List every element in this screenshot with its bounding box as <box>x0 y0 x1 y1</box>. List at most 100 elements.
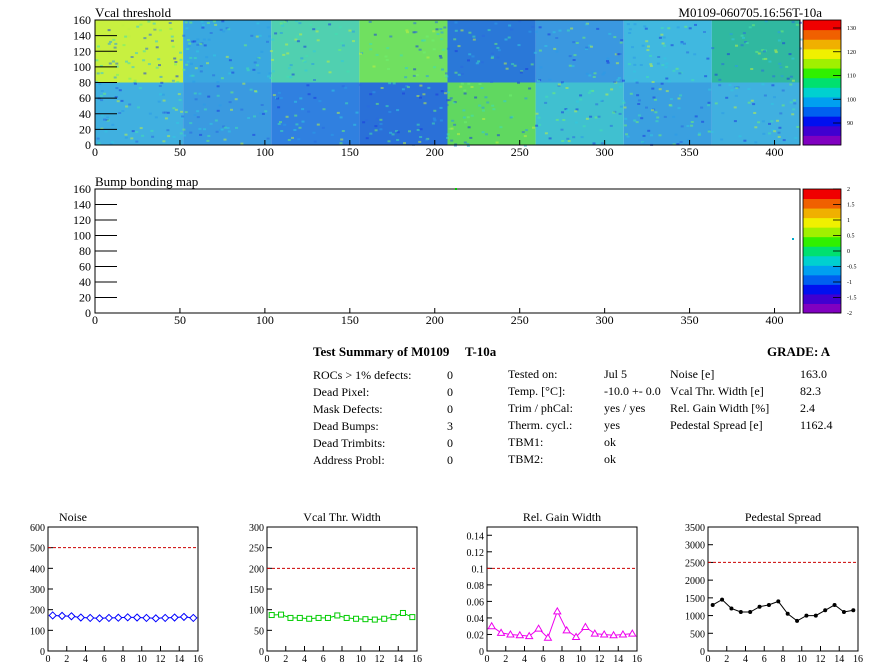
pixel-speckle <box>189 131 193 134</box>
pixel-speckle <box>606 57 610 60</box>
pixel-speckle <box>137 106 140 109</box>
pixel-speckle <box>555 50 559 53</box>
pixel-speckle <box>491 55 495 58</box>
pixel-speckle <box>667 80 671 83</box>
pixel-speckle <box>562 119 566 121</box>
y-tick-label: 0.06 <box>467 597 485 608</box>
pixel-speckle <box>781 104 785 107</box>
pixel-speckle <box>121 24 125 27</box>
pixel-speckle <box>503 62 507 65</box>
pixel-speckle <box>100 127 104 130</box>
pixel-speckle <box>228 59 232 62</box>
pixel-speckle <box>97 142 101 145</box>
pixel-speckle <box>305 55 309 58</box>
pixel-speckle <box>108 62 112 65</box>
pixel-speckle <box>101 114 104 117</box>
palette-tick-label: 0.5 <box>847 234 855 240</box>
pixel-speckle <box>660 27 664 30</box>
palette-band <box>803 265 841 276</box>
pixel-speckle <box>599 129 603 132</box>
pixel-speckle <box>457 45 461 48</box>
pixel-speckle <box>341 130 345 132</box>
pixel-speckle <box>228 72 232 75</box>
pixel-speckle <box>436 33 440 35</box>
pixel-speckle <box>202 103 206 106</box>
pixel-speckle <box>175 75 179 78</box>
pixel-speckle <box>426 56 430 59</box>
pixel-speckle <box>200 20 204 23</box>
y-tick-label: 3500 <box>685 523 705 534</box>
pixel-speckle <box>503 100 507 103</box>
pixel-speckle <box>449 97 453 100</box>
map1-x-axis: 0 50 100 150 200 250 300 350 400 <box>92 140 784 159</box>
pixel-speckle <box>295 35 299 38</box>
pixel-speckle <box>389 131 393 134</box>
y-tick-label: 2000 <box>685 576 705 587</box>
pixel-speckle <box>523 135 527 138</box>
pixel-speckle <box>553 47 557 50</box>
pixel-speckle <box>762 132 766 135</box>
pixel-speckle <box>642 141 646 144</box>
roc-block <box>359 20 448 83</box>
x-tick-label: 8 <box>560 654 565 665</box>
pixel-speckle <box>468 31 472 34</box>
pixel-speckle <box>459 85 463 88</box>
pixel-speckle <box>619 105 623 108</box>
x-tick-label: 6 <box>541 654 546 665</box>
pixel-speckle <box>566 29 570 32</box>
pixel-speckle <box>497 49 501 52</box>
data-point <box>776 599 781 604</box>
pixel-speckle <box>642 134 646 137</box>
data-point <box>371 616 378 623</box>
pixel-speckle <box>544 45 548 47</box>
pixel-speckle <box>249 88 253 91</box>
pixel-speckle <box>151 135 155 138</box>
y-tick-label: 2500 <box>685 558 705 569</box>
pixel-speckle <box>651 87 655 90</box>
pixel-speckle <box>718 78 722 81</box>
pixel-speckle <box>298 126 302 129</box>
pixel-speckle <box>477 60 481 63</box>
pixel-speckle <box>513 64 517 67</box>
pixel-speckle <box>615 62 619 65</box>
pixel-speckle <box>121 110 125 112</box>
pixel-speckle <box>170 39 174 42</box>
pixel-speckle <box>299 33 303 36</box>
pixel-speckle <box>174 108 178 111</box>
pixel-speckle <box>768 122 771 125</box>
palette-tick-label: -1.5 <box>847 296 857 302</box>
pixel-speckle <box>191 74 195 77</box>
chart-frame <box>707 526 859 652</box>
y-tick-label: 0.04 <box>467 614 485 625</box>
pixel-speckle <box>416 123 420 126</box>
pixel-speckle <box>422 93 426 96</box>
pixel-speckle <box>585 47 588 50</box>
pixel-speckle <box>443 26 447 29</box>
pixel-speckle <box>419 136 423 138</box>
pixel-speckle <box>404 67 408 70</box>
pixel-speckle <box>466 144 470 147</box>
pixel-speckle <box>558 29 562 32</box>
summary-value: yes <box>604 418 620 432</box>
pixel-speckle <box>406 31 409 34</box>
pixel-speckle <box>252 133 256 136</box>
pixel-speckle <box>545 95 549 98</box>
pixel-speckle <box>745 42 749 44</box>
pixel-speckle <box>697 133 701 136</box>
pixel-speckle <box>252 68 256 71</box>
data-point <box>142 613 151 623</box>
pixel-speckle <box>579 94 583 97</box>
pixel-speckle <box>761 120 765 123</box>
pixel-speckle <box>415 45 419 48</box>
x-tick-label: 16 <box>853 654 863 665</box>
pixel-speckle <box>773 96 776 99</box>
pixel-speckle <box>344 86 348 89</box>
pixel-speckle <box>691 79 695 82</box>
summary-label: Tested on: <box>508 367 558 381</box>
pixel-speckle <box>186 39 190 42</box>
y-tick-label: 0.12 <box>467 548 485 559</box>
y-tick-label: 200 <box>30 606 45 617</box>
pixel-speckle <box>415 74 419 77</box>
